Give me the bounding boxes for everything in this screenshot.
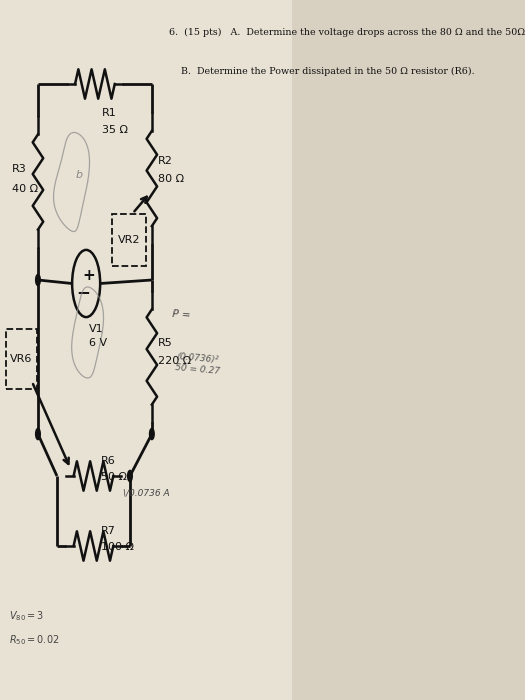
- Text: B.  Determine the Power dissipated in the 50 Ω resistor (R6).: B. Determine the Power dissipated in the…: [170, 66, 475, 76]
- Circle shape: [128, 470, 132, 482]
- Text: V1: V1: [89, 324, 104, 334]
- Text: R2: R2: [158, 156, 173, 166]
- Text: 220 Ω: 220 Ω: [158, 356, 192, 365]
- Text: $V_{80} = 3$: $V_{80} = 3$: [9, 609, 44, 623]
- Text: VR2: VR2: [118, 234, 141, 245]
- Text: R5: R5: [158, 338, 173, 348]
- Text: 6.  (15 pts)   A.  Determine the voltage drops across the 80 Ω and the 50Ω resis: 6. (15 pts) A. Determine the voltage dro…: [170, 28, 525, 37]
- Text: 40 Ω: 40 Ω: [12, 184, 38, 194]
- Text: 80 Ω: 80 Ω: [158, 174, 184, 183]
- Text: b: b: [75, 170, 82, 180]
- Text: −: −: [76, 283, 90, 301]
- Text: 35 Ω: 35 Ω: [102, 125, 128, 134]
- Text: R3: R3: [12, 164, 26, 174]
- Text: R1: R1: [102, 108, 117, 118]
- Text: VR6: VR6: [10, 354, 33, 364]
- Text: 50 Ω: 50 Ω: [101, 473, 127, 482]
- Text: P =: P =: [172, 309, 191, 321]
- Text: (0.0736)²
50 = 0.27: (0.0736)² 50 = 0.27: [175, 352, 222, 376]
- Circle shape: [36, 274, 40, 286]
- Circle shape: [36, 428, 40, 440]
- Text: 100 Ω: 100 Ω: [101, 542, 134, 552]
- Text: +: +: [83, 267, 96, 283]
- Bar: [6, 329, 37, 389]
- Circle shape: [150, 428, 154, 440]
- Text: 6 V: 6 V: [89, 338, 107, 348]
- Text: R6: R6: [101, 456, 116, 466]
- Text: \/0.0736 A: \/0.0736 A: [123, 489, 169, 498]
- Bar: [112, 214, 146, 266]
- Text: R7: R7: [101, 526, 116, 536]
- Text: $R_{50} = 0.02$: $R_{50} = 0.02$: [9, 634, 59, 648]
